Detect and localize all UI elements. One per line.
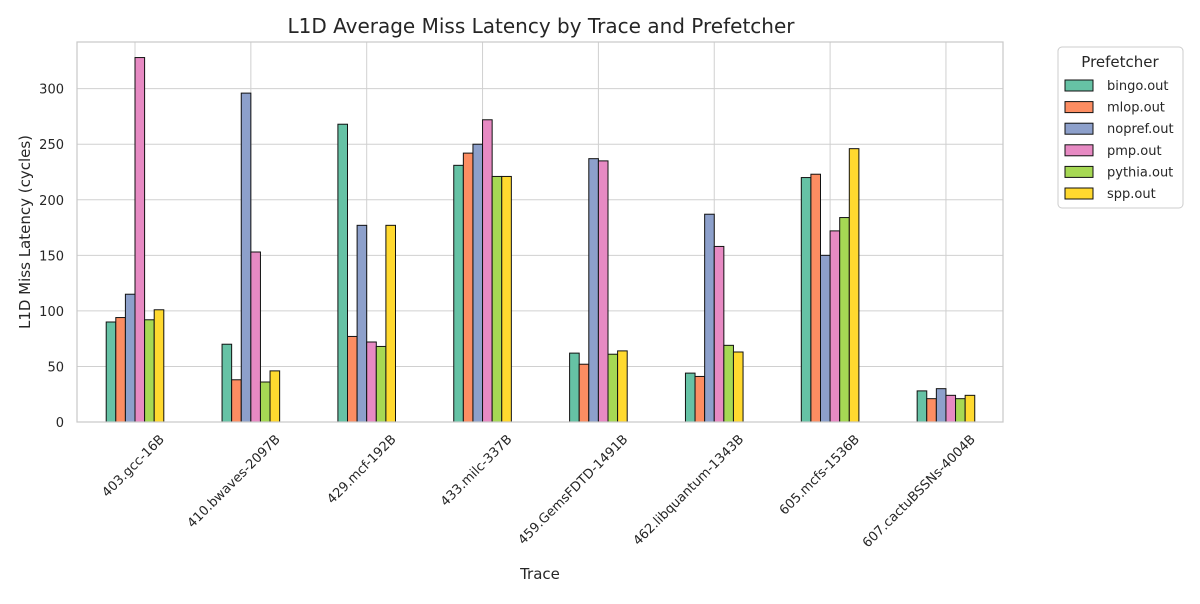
bar-pythia-out-0 (144, 319, 155, 423)
legend-label: pythia.out (1107, 165, 1173, 180)
bar-pmp-out-2 (366, 341, 377, 423)
x-tick-label: 607.cactuBSSNs-4004B (860, 432, 979, 551)
bar-pythia-out-3 (491, 175, 503, 423)
bar-mlop-out-0 (115, 317, 126, 423)
bar-pmp-out-3 (482, 119, 493, 423)
bar-spp-out-5 (732, 351, 744, 423)
legend-items: bingo.out mlop.out nopref.out pmp.out pythia… (1064, 79, 1174, 202)
bar-nopref-out-1 (240, 92, 252, 423)
bar-pythia-out-1 (259, 381, 271, 423)
x-tick-label: 403.gcc-16B (99, 432, 167, 500)
legend-label: pmp.out (1107, 144, 1162, 159)
y-tick-label: 50 (47, 360, 64, 375)
y-tick-label: 250 (39, 138, 64, 153)
bar-spp-out-7 (964, 394, 976, 423)
grid-lines (77, 42, 1003, 423)
legend-label: nopref.out (1107, 122, 1174, 137)
bar-bingo-out-2 (337, 123, 348, 423)
legend-label: spp.out (1107, 187, 1156, 202)
bar-spp-out-3 (501, 175, 512, 423)
legend-label: mlop.out (1107, 101, 1165, 116)
y-tick-label: 100 (39, 305, 64, 320)
bar-pmp-out-0 (134, 57, 146, 423)
y-axis-label: L1D Miss Latency (cycles) (16, 135, 34, 329)
bar-nopref-out-7 (935, 388, 947, 423)
bar-mlop-out-7 (926, 398, 937, 423)
x-tick-label: 410.bwaves-2097B (185, 432, 284, 531)
x-tick-label: 459.GemsFDTD-1491B (516, 432, 632, 548)
bar-nopref-out-6 (820, 254, 831, 423)
y-tick-label: 300 (39, 83, 64, 98)
bar-pythia-out-4 (607, 353, 619, 423)
x-tick-label: 433.milc-337B (438, 432, 515, 509)
legend-swatch (1064, 101, 1094, 114)
bar-pythia-out-7 (955, 398, 966, 423)
bar-spp-out-0 (153, 309, 165, 423)
bar-bingo-out-0 (105, 321, 117, 423)
x-tick-label: 605.mcfs-1536B (777, 432, 863, 518)
bar-pmp-out-5 (713, 245, 725, 423)
y-tick-label: 0 (56, 416, 64, 431)
x-axis-label: Trace (519, 565, 560, 583)
bar-bingo-out-6 (800, 177, 812, 423)
x-tick-label: 462.libquantum-1343B (631, 432, 748, 549)
bar-spp-out-4 (617, 350, 628, 423)
bar-nopref-out-3 (472, 143, 484, 423)
bar-mlop-out-6 (810, 173, 822, 423)
bars (105, 57, 976, 423)
legend-label: bingo.out (1107, 79, 1169, 94)
bar-bingo-out-1 (221, 343, 233, 423)
legend-swatch (1064, 122, 1094, 135)
bar-mlop-out-3 (462, 152, 474, 423)
bar-pythia-out-2 (375, 345, 387, 423)
bar-bingo-out-7 (916, 390, 928, 423)
y-tick-labels: 0 50 100 150 200 250 300 (39, 83, 64, 431)
bar-pmp-out-4 (597, 160, 609, 423)
bar-mlop-out-2 (347, 335, 358, 423)
bar-spp-out-1 (269, 370, 281, 423)
bar-mlop-out-4 (578, 363, 590, 423)
bar-nopref-out-0 (124, 293, 136, 423)
y-tick-label: 150 (39, 249, 64, 264)
bar-nopref-out-5 (704, 213, 715, 423)
bar-nopref-out-4 (588, 158, 599, 423)
y-tick-label: 200 (39, 194, 64, 209)
bar-mlop-out-5 (694, 375, 706, 423)
bar-bingo-out-5 (684, 372, 696, 423)
x-tick-labels: 403.gcc-16B 410.bwaves-2097B 429.mcf-192B 4… (99, 432, 978, 551)
plot-frame (76, 41, 1004, 423)
legend-title: Prefetcher (1081, 53, 1159, 71)
legend-swatch (1064, 144, 1094, 157)
bar-pythia-out-5 (723, 344, 734, 423)
legend: Prefetcher bingo.out mlop.out nopref.out pm… (1057, 46, 1184, 209)
x-tick-label: 429.mcf-192B (325, 432, 400, 507)
bar-pmp-out-6 (829, 230, 841, 423)
bar-mlop-out-1 (231, 379, 242, 423)
bar-pmp-out-7 (945, 394, 957, 423)
bar-pmp-out-1 (250, 251, 261, 423)
bar-nopref-out-2 (356, 224, 368, 423)
bar-bingo-out-3 (453, 164, 464, 423)
bar-bingo-out-4 (569, 352, 580, 423)
legend-swatch (1064, 187, 1094, 200)
legend-swatch (1064, 165, 1094, 178)
bar-spp-out-2 (385, 224, 396, 423)
chart-title: L1D Average Miss Latency by Trace and Pr… (287, 14, 795, 38)
legend-swatch (1064, 79, 1094, 92)
bar-pythia-out-6 (839, 217, 850, 423)
bar-spp-out-6 (848, 148, 860, 423)
